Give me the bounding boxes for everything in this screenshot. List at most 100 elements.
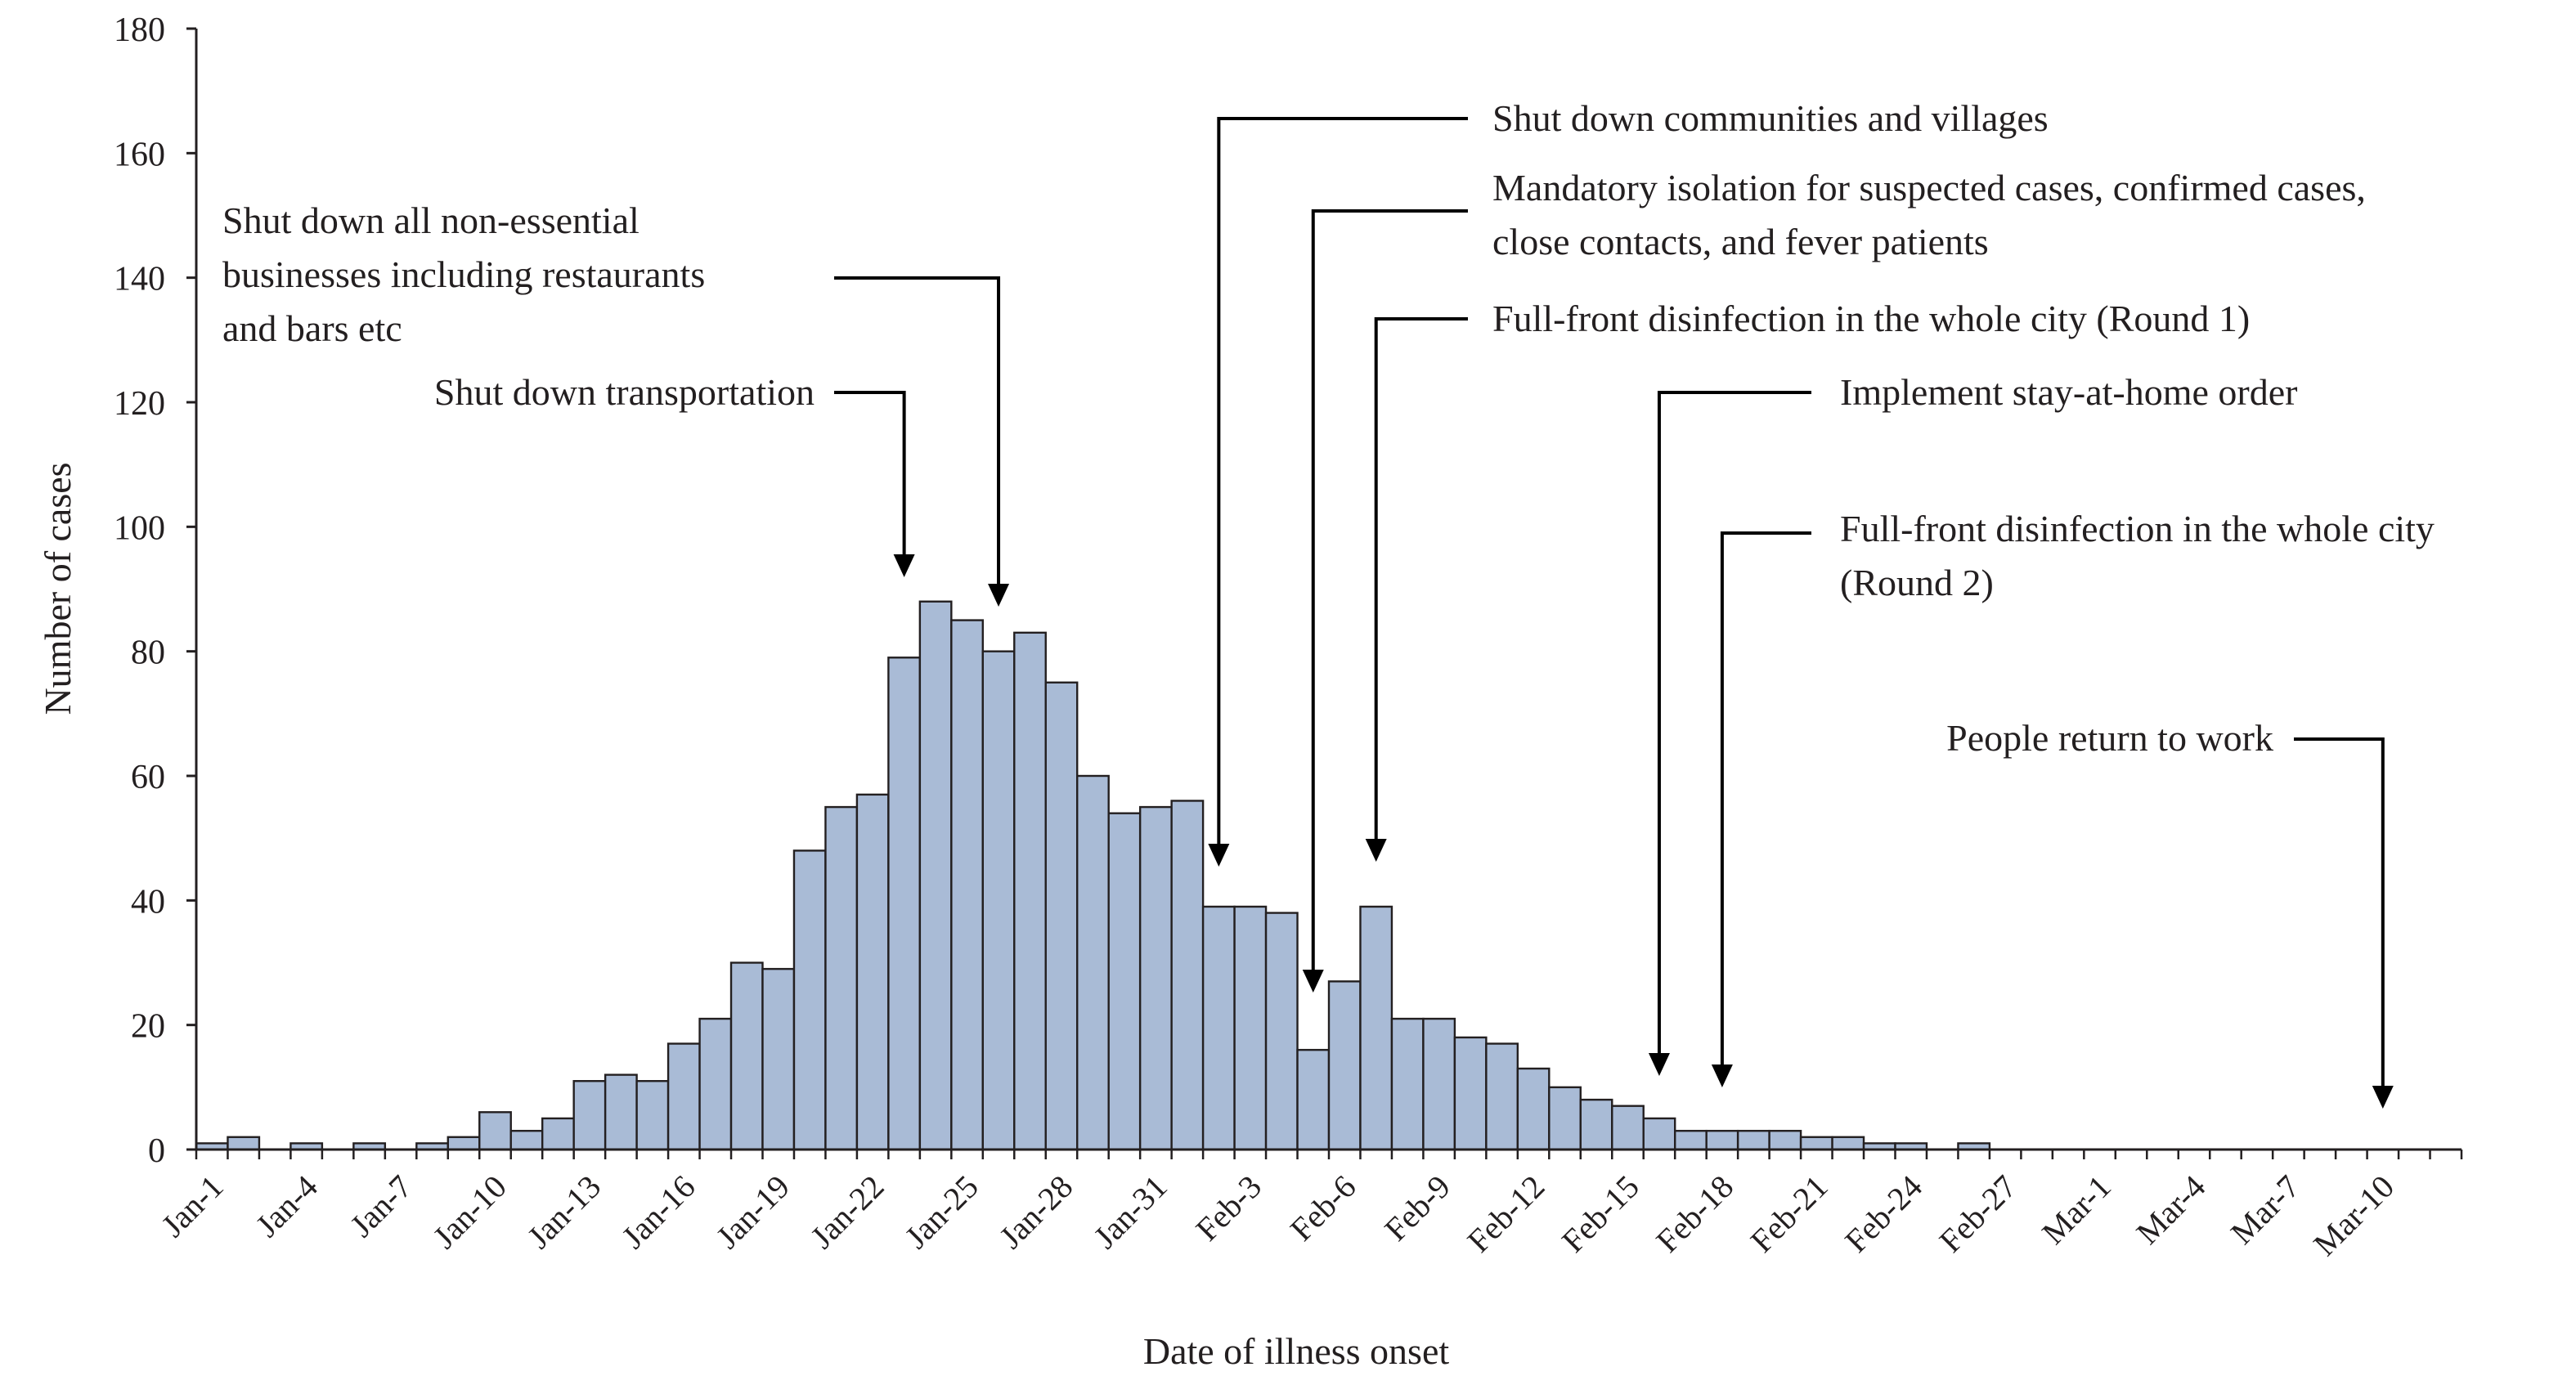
- bar: [227, 1136, 261, 1151]
- bar: [1579, 1098, 1613, 1151]
- annotation-leader-line: [1311, 209, 1468, 973]
- bar: [1673, 1129, 1708, 1151]
- x-tick-label: Jan-28: [992, 1168, 1079, 1256]
- bar: [1831, 1136, 1865, 1151]
- annotation-text: Shut down communities and villages: [1492, 97, 2049, 139]
- bar: [1642, 1117, 1676, 1151]
- annotation-leader-line: [834, 391, 906, 558]
- bar: [1516, 1067, 1551, 1151]
- x-tick-label: Feb-24: [1838, 1168, 1929, 1260]
- annotation-text: Mandatory isolation for suspected cases,…: [1492, 167, 2366, 262]
- y-axis-title: Number of cases: [37, 462, 79, 715]
- bar: [1359, 905, 1393, 1151]
- y-tick-label: 180: [114, 11, 165, 49]
- y-tick-label: 160: [114, 136, 165, 173]
- bar: [792, 849, 827, 1151]
- y-tick-label: 100: [114, 509, 165, 547]
- x-tick-label: Jan-16: [614, 1168, 702, 1256]
- x-tick-label: Jan-22: [803, 1168, 891, 1256]
- y-tick-label: 60: [131, 759, 165, 796]
- bar: [1705, 1129, 1739, 1151]
- x-tick-label: Jan-4: [249, 1168, 325, 1244]
- bar: [1327, 980, 1362, 1151]
- annotations-layer: Shut down all non-essential businesses in…: [222, 97, 2435, 1109]
- bar: [1264, 912, 1299, 1151]
- bar: [1799, 1136, 1833, 1151]
- x-tick-label: Feb-9: [1377, 1168, 1457, 1248]
- y-tick-label: 20: [131, 1008, 165, 1046]
- annotation-leader-line: [1657, 391, 1811, 1056]
- bar: [447, 1136, 481, 1151]
- annotation-leader-line: [1720, 531, 1811, 1068]
- bar: [1736, 1129, 1770, 1151]
- bar: [1170, 800, 1205, 1151]
- x-tick-label: Feb-6: [1283, 1168, 1363, 1248]
- annotation-leader-line: [1374, 317, 1468, 842]
- bar: [729, 961, 764, 1151]
- x-tick-label: Jan-13: [520, 1168, 608, 1256]
- bar: [1422, 1017, 1456, 1151]
- annotation-arrowhead: [893, 554, 915, 577]
- bar: [1233, 905, 1268, 1151]
- bar: [1611, 1105, 1645, 1151]
- bar: [981, 650, 1016, 1151]
- annotation-arrowhead: [988, 584, 1010, 607]
- bar: [478, 1111, 512, 1151]
- bar: [1107, 812, 1142, 1151]
- annotation-arrowhead: [1711, 1064, 1733, 1087]
- x-tick-label: Jan-1: [155, 1168, 231, 1244]
- bar: [761, 967, 796, 1151]
- x-tick-label: Mar-7: [2224, 1168, 2307, 1252]
- bar: [1044, 681, 1079, 1151]
- bar: [1548, 1086, 1582, 1151]
- bar: [541, 1117, 575, 1151]
- annotation-text: Shut down transportation: [434, 371, 815, 413]
- x-tick-label: Feb-18: [1649, 1168, 1740, 1260]
- x-tick-label: Mar-1: [2035, 1168, 2118, 1252]
- annotation-arrowhead: [1365, 839, 1387, 862]
- annotation-arrowhead: [1648, 1053, 1670, 1076]
- x-tick-label: Jan-10: [426, 1168, 514, 1256]
- bar: [604, 1073, 638, 1151]
- x-tick-label: Feb-3: [1188, 1168, 1268, 1248]
- bar: [918, 600, 953, 1151]
- bar: [1768, 1129, 1802, 1151]
- x-tick-label: Jan-19: [709, 1168, 797, 1256]
- bar: [635, 1080, 670, 1151]
- bars-layer: [195, 600, 1991, 1151]
- x-tick-label: Feb-12: [1460, 1168, 1551, 1260]
- x-tick-label: Feb-21: [1744, 1168, 1835, 1260]
- annotation-text: Implement stay-at-home order: [1840, 371, 2297, 413]
- x-tick-label: Feb-15: [1555, 1168, 1646, 1260]
- bar: [1296, 1048, 1331, 1151]
- x-tick-label: Feb-27: [1932, 1168, 2024, 1260]
- annotation-leader-line: [2294, 737, 2385, 1089]
- y-tick-label: 80: [131, 634, 165, 672]
- y-tick-label: 120: [114, 385, 165, 423]
- bar: [666, 1042, 701, 1151]
- x-tick-label: Jan-7: [343, 1168, 419, 1244]
- bar: [1390, 1017, 1425, 1151]
- x-tick-label: Mar-10: [2306, 1168, 2401, 1263]
- annotation-arrowhead: [2372, 1086, 2394, 1109]
- bar: [1013, 631, 1047, 1151]
- bar: [509, 1129, 544, 1151]
- x-tick-label: Jan-25: [898, 1168, 985, 1256]
- y-tick-label: 0: [148, 1132, 165, 1170]
- annotation-leader-line: [834, 276, 1001, 587]
- y-tick-label: 140: [114, 261, 165, 298]
- bar: [950, 619, 985, 1151]
- annotation-arrowhead: [1302, 970, 1324, 993]
- annotation-text: Full-front disinfection in the whole cit…: [1492, 298, 2250, 339]
- x-tick-label: Mar-4: [2129, 1168, 2212, 1252]
- x-tick-label: Jan-31: [1087, 1168, 1174, 1256]
- bar: [855, 793, 890, 1151]
- bar: [698, 1017, 733, 1151]
- annotation-text: Shut down all non-essential businesses in…: [222, 199, 705, 349]
- bar: [572, 1080, 607, 1151]
- bar: [1076, 774, 1110, 1151]
- bar: [1485, 1042, 1519, 1151]
- bar: [1138, 805, 1173, 1151]
- annotation-text: Full-front disinfection in the whole cit…: [1840, 508, 2435, 603]
